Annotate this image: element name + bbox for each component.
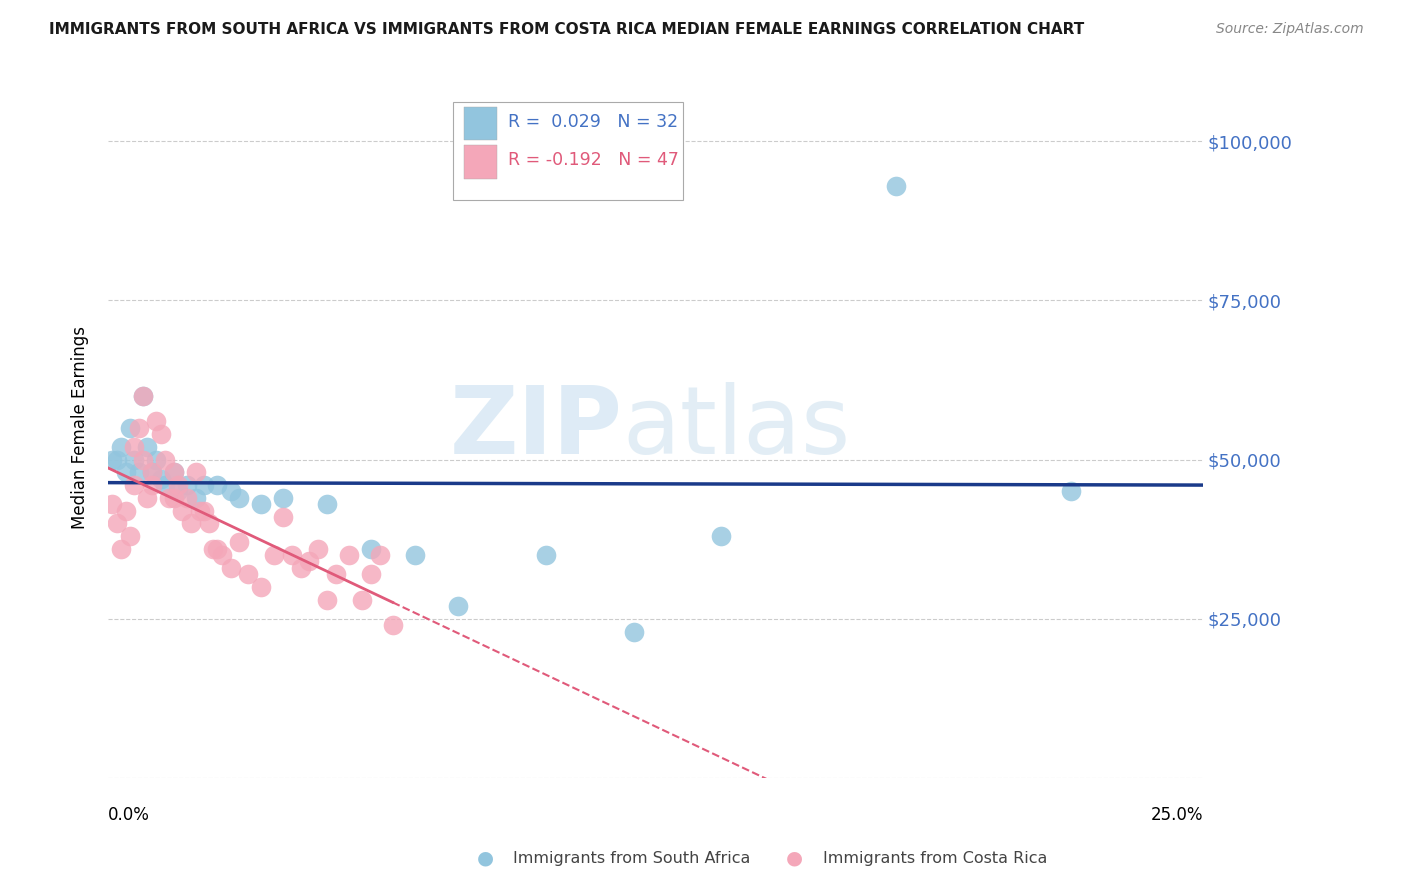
Point bbox=[307, 541, 329, 556]
Point bbox=[184, 491, 207, 505]
Point bbox=[298, 554, 321, 568]
Point bbox=[710, 529, 733, 543]
Point bbox=[623, 624, 645, 639]
Point bbox=[360, 541, 382, 556]
Point bbox=[110, 541, 132, 556]
Point bbox=[316, 592, 339, 607]
Point bbox=[228, 491, 250, 505]
Point bbox=[149, 427, 172, 442]
Point bbox=[145, 452, 167, 467]
Point bbox=[207, 478, 229, 492]
Point bbox=[176, 491, 198, 505]
Point bbox=[172, 503, 194, 517]
Text: atlas: atlas bbox=[623, 382, 851, 474]
FancyBboxPatch shape bbox=[464, 107, 496, 141]
Point bbox=[290, 561, 312, 575]
Point bbox=[219, 484, 242, 499]
Point bbox=[157, 491, 180, 505]
Point bbox=[132, 389, 155, 403]
Point bbox=[153, 478, 176, 492]
Text: ●: ● bbox=[786, 848, 803, 868]
Point bbox=[271, 509, 294, 524]
Point bbox=[132, 389, 155, 403]
FancyBboxPatch shape bbox=[453, 102, 683, 200]
Point bbox=[136, 491, 159, 505]
Point bbox=[128, 465, 150, 479]
Point bbox=[141, 465, 163, 479]
Point bbox=[153, 452, 176, 467]
Point bbox=[360, 567, 382, 582]
Text: Immigrants from South Africa: Immigrants from South Africa bbox=[513, 851, 751, 865]
Text: ●: ● bbox=[477, 848, 494, 868]
Point bbox=[118, 529, 141, 543]
Text: R =  0.029   N = 32: R = 0.029 N = 32 bbox=[508, 112, 678, 130]
Point bbox=[207, 541, 229, 556]
Point bbox=[193, 478, 215, 492]
Point bbox=[149, 472, 172, 486]
Point bbox=[250, 497, 273, 511]
Point bbox=[350, 592, 373, 607]
Point bbox=[1060, 484, 1083, 499]
Point bbox=[188, 503, 211, 517]
Point bbox=[132, 452, 155, 467]
FancyBboxPatch shape bbox=[464, 145, 496, 179]
Point bbox=[101, 497, 124, 511]
Point bbox=[105, 516, 128, 531]
Point bbox=[128, 421, 150, 435]
Point bbox=[381, 618, 404, 632]
Point bbox=[534, 548, 557, 562]
Text: ZIP: ZIP bbox=[450, 382, 623, 474]
Point bbox=[141, 478, 163, 492]
Point bbox=[404, 548, 426, 562]
Point bbox=[884, 178, 907, 193]
Point bbox=[325, 567, 347, 582]
Y-axis label: Median Female Earnings: Median Female Earnings bbox=[72, 326, 89, 529]
Point bbox=[184, 465, 207, 479]
Point bbox=[136, 440, 159, 454]
Text: R = -0.192   N = 47: R = -0.192 N = 47 bbox=[508, 151, 679, 169]
Point bbox=[145, 414, 167, 428]
Point bbox=[114, 465, 136, 479]
Text: Source: ZipAtlas.com: Source: ZipAtlas.com bbox=[1216, 22, 1364, 37]
Text: 25.0%: 25.0% bbox=[1150, 806, 1204, 824]
Text: 0.0%: 0.0% bbox=[108, 806, 150, 824]
Point bbox=[167, 478, 190, 492]
Point bbox=[250, 580, 273, 594]
Point bbox=[101, 452, 124, 467]
Point bbox=[114, 503, 136, 517]
Point bbox=[163, 465, 186, 479]
Point bbox=[118, 421, 141, 435]
Point bbox=[271, 491, 294, 505]
Point bbox=[163, 491, 186, 505]
Point bbox=[141, 465, 163, 479]
Text: IMMIGRANTS FROM SOUTH AFRICA VS IMMIGRANTS FROM COSTA RICA MEDIAN FEMALE EARNING: IMMIGRANTS FROM SOUTH AFRICA VS IMMIGRAN… bbox=[49, 22, 1084, 37]
Point bbox=[122, 478, 145, 492]
Text: Immigrants from Costa Rica: Immigrants from Costa Rica bbox=[823, 851, 1047, 865]
Point bbox=[316, 497, 339, 511]
Point bbox=[447, 599, 470, 613]
Point bbox=[197, 516, 219, 531]
Point bbox=[337, 548, 360, 562]
Point bbox=[228, 535, 250, 549]
Point bbox=[281, 548, 304, 562]
Point bbox=[219, 561, 242, 575]
Point bbox=[263, 548, 285, 562]
Point bbox=[180, 516, 202, 531]
Point bbox=[122, 440, 145, 454]
Point bbox=[110, 440, 132, 454]
Point bbox=[368, 548, 391, 562]
Point bbox=[236, 567, 259, 582]
Point bbox=[105, 452, 128, 467]
Point bbox=[211, 548, 233, 562]
Point bbox=[163, 465, 186, 479]
Point bbox=[176, 478, 198, 492]
Point bbox=[122, 452, 145, 467]
Point bbox=[193, 503, 215, 517]
Point bbox=[167, 484, 190, 499]
Point bbox=[202, 541, 225, 556]
